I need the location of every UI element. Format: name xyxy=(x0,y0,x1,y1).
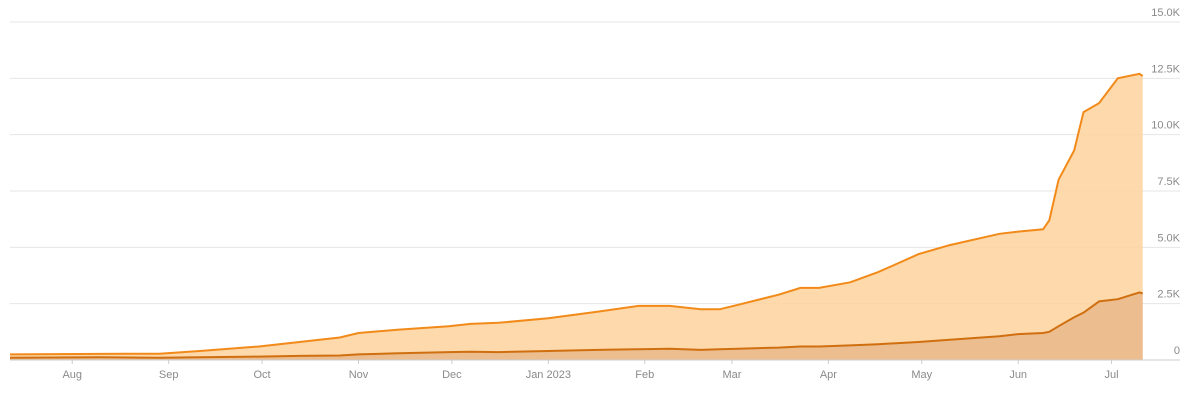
x-tick-label: Sep xyxy=(159,369,179,381)
y-tick-label: 10.0K xyxy=(1151,120,1180,132)
y-tick-label: 7.5K xyxy=(1157,176,1180,188)
area-fill xyxy=(10,73,1143,361)
y-tick-label: 15.0K xyxy=(1151,7,1180,19)
area-fill xyxy=(10,292,1143,360)
x-tick-label: Feb xyxy=(635,369,654,381)
x-tick-label: Jun xyxy=(1009,369,1027,381)
x-tick-label: Mar xyxy=(722,369,741,381)
x-tick-label: Apr xyxy=(820,369,837,381)
x-tick-label: May xyxy=(911,369,932,381)
x-tick-label: Nov xyxy=(349,369,369,381)
x-tick-label: Oct xyxy=(253,369,270,381)
area-line xyxy=(9,291,1144,359)
x-tick-label: Aug xyxy=(62,369,82,381)
x-tick-label: Jul xyxy=(1105,369,1119,381)
y-tick-label: 5.0K xyxy=(1157,232,1180,244)
y-tick-label: 12.5K xyxy=(1151,63,1180,75)
area-line xyxy=(9,72,1144,356)
x-tick-label: Dec xyxy=(442,369,462,381)
y-tick-label: 2.5K xyxy=(1157,289,1180,301)
x-tick-label: Jan 2023 xyxy=(526,369,571,381)
y-tick-label: 0 xyxy=(1174,345,1180,357)
